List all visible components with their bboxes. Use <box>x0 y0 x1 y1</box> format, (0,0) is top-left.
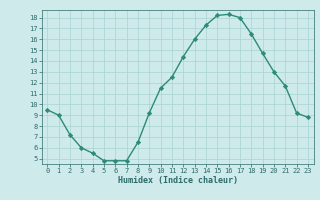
X-axis label: Humidex (Indice chaleur): Humidex (Indice chaleur) <box>118 176 237 185</box>
